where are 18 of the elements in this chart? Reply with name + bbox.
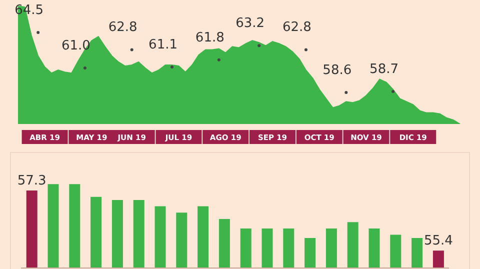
point — [36, 30, 40, 34]
data-label: 58.6 — [322, 62, 352, 78]
data-label: 62.8 — [108, 20, 138, 36]
point — [344, 90, 348, 94]
point — [304, 48, 308, 52]
data-label: 62.8 — [282, 20, 312, 36]
point — [83, 66, 86, 70]
point — [217, 58, 220, 62]
point — [130, 48, 134, 52]
point — [170, 66, 174, 69]
data-label: 63.2 — [236, 16, 265, 32]
point — [392, 90, 395, 93]
data-label: 58.7 — [370, 62, 399, 77]
data-label: 57.3 — [17, 173, 46, 188]
data-label: 61.8 — [195, 30, 224, 46]
data-label: 61.1 — [148, 38, 178, 53]
point — [258, 44, 261, 48]
data-label: 55.4 — [424, 234, 453, 249]
